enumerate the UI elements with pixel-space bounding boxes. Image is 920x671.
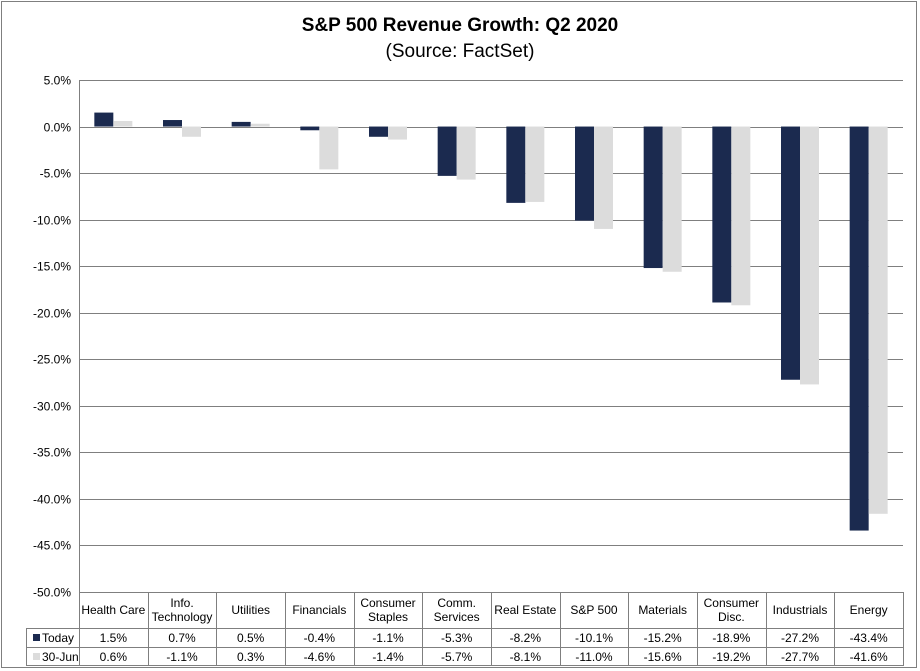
bar-today-3 [300, 126, 320, 131]
bar-today-8 [643, 126, 663, 269]
bar-today-4 [369, 126, 388, 137]
data-table-value: -15.6% [644, 650, 682, 664]
bar-today-6 [506, 126, 526, 203]
y-tick-label: -30.0% [33, 400, 71, 414]
category-label: Disc. [718, 610, 745, 624]
category-label: Info. [170, 596, 193, 610]
data-table-value: -1.1% [372, 631, 404, 645]
category-label: Industrials [773, 603, 828, 617]
y-tick-label: -15.0% [33, 260, 71, 274]
y-tick-label: -35.0% [33, 446, 71, 460]
legend-key-0 [33, 634, 40, 641]
bar-30-jun-10 [800, 126, 819, 385]
legend-label: Today [42, 631, 74, 645]
bar-today-11 [849, 126, 869, 531]
category-label: Services [434, 610, 480, 624]
bar-30-jun-9 [731, 126, 751, 306]
category-label: Staples [368, 610, 408, 624]
y-tick-label: -40.0% [33, 493, 71, 507]
bar-30-jun-8 [662, 126, 682, 272]
bar-30-jun-2 [250, 123, 270, 127]
data-table-value: -43.4% [850, 631, 888, 645]
data-table-value: 0.3% [237, 650, 265, 664]
data-table-value: -27.7% [781, 650, 819, 664]
bar-30-jun-6 [525, 126, 545, 202]
data-table-value: -15.2% [644, 631, 682, 645]
data-table-value: 0.7% [168, 631, 196, 645]
category-label: Utilities [231, 603, 270, 617]
data-table-value: -19.2% [712, 650, 750, 664]
category-label: S&P 500 [570, 603, 617, 617]
category-label: Technology [152, 610, 213, 624]
chart-title: S&P 500 Revenue Growth: Q2 2020 [301, 15, 619, 36]
data-table-value: -5.7% [441, 650, 473, 664]
data-table-value: 0.6% [100, 650, 128, 664]
category-label: Materials [638, 603, 687, 617]
bar-today-7 [575, 126, 594, 221]
chart-subtitle: (Source: FactSet) [385, 41, 535, 62]
category-label: Financials [292, 603, 346, 617]
data-table-value: -18.9% [712, 631, 750, 645]
data-table-value: -8.1% [510, 650, 542, 664]
category-label: Consumer [360, 596, 415, 610]
bar-today-0 [94, 112, 114, 127]
bar-30-jun-3 [319, 126, 339, 170]
category-label: Real Estate [494, 603, 556, 617]
y-tick-label: 5.0% [44, 74, 72, 88]
data-table-value: -1.4% [372, 650, 404, 664]
data-table-value: -11.0% [575, 650, 612, 664]
data-table-value: 1.5% [100, 631, 128, 645]
legend-label: 30-Jun [42, 650, 79, 664]
bar-30-jun-7 [594, 126, 613, 229]
bar-today-9 [712, 126, 732, 303]
bar-30-jun-11 [868, 126, 888, 514]
category-label: Comm. [437, 596, 476, 610]
bar-today-10 [781, 126, 800, 380]
y-tick-label: -5.0% [40, 167, 72, 181]
bar-30-jun-0 [113, 120, 133, 127]
legend-key-1 [33, 653, 40, 660]
category-label: Energy [850, 603, 888, 617]
data-table-value: 0.5% [237, 631, 265, 645]
data-table-value: -27.2% [781, 631, 819, 645]
bar-today-5 [437, 126, 457, 176]
category-label: Consumer [704, 596, 759, 610]
data-table-value: -5.3% [441, 631, 473, 645]
y-tick-label: -10.0% [33, 214, 71, 228]
y-tick-label: -25.0% [33, 353, 71, 367]
bar-today-1 [163, 120, 182, 127]
y-tick-label: -45.0% [33, 539, 71, 553]
bar-30-jun-5 [456, 126, 476, 180]
data-table-value: -41.6% [850, 650, 888, 664]
y-tick-label: -20.0% [33, 307, 71, 321]
bar-today-2 [231, 121, 251, 127]
data-table-value: -0.4% [304, 631, 336, 645]
data-table-value: -8.2% [510, 631, 542, 645]
bar-30-jun-1 [182, 126, 201, 137]
y-tick-label: 0.0% [44, 121, 72, 135]
category-label: Health Care [81, 603, 145, 617]
data-table-value: -10.1% [575, 631, 613, 645]
data-table-value: -4.6% [304, 650, 336, 664]
bar-30-jun-4 [388, 126, 407, 140]
data-table-value: -1.1% [166, 650, 198, 664]
y-tick-label: -50.0% [33, 586, 71, 600]
